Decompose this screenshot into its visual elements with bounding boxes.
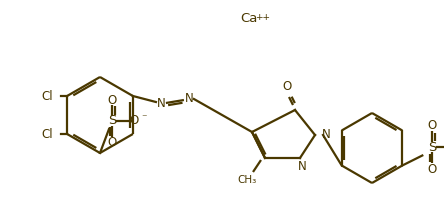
Text: O: O: [107, 136, 117, 149]
Text: ⁻: ⁻: [141, 113, 147, 123]
Text: N: N: [322, 128, 331, 141]
Text: Cl: Cl: [41, 90, 53, 103]
Text: Cl: Cl: [41, 128, 53, 141]
Text: O: O: [129, 114, 139, 128]
Text: S: S: [108, 114, 116, 128]
Text: ++: ++: [255, 13, 270, 22]
Text: O: O: [282, 79, 292, 92]
Text: Ca: Ca: [240, 11, 258, 24]
Text: CH₃: CH₃: [238, 175, 257, 185]
Text: N: N: [157, 97, 165, 110]
Text: N: N: [185, 92, 193, 106]
Text: O: O: [107, 94, 117, 106]
Text: O: O: [428, 119, 437, 132]
Text: N: N: [297, 160, 306, 172]
Text: O: O: [428, 163, 437, 176]
Text: S: S: [428, 141, 436, 154]
